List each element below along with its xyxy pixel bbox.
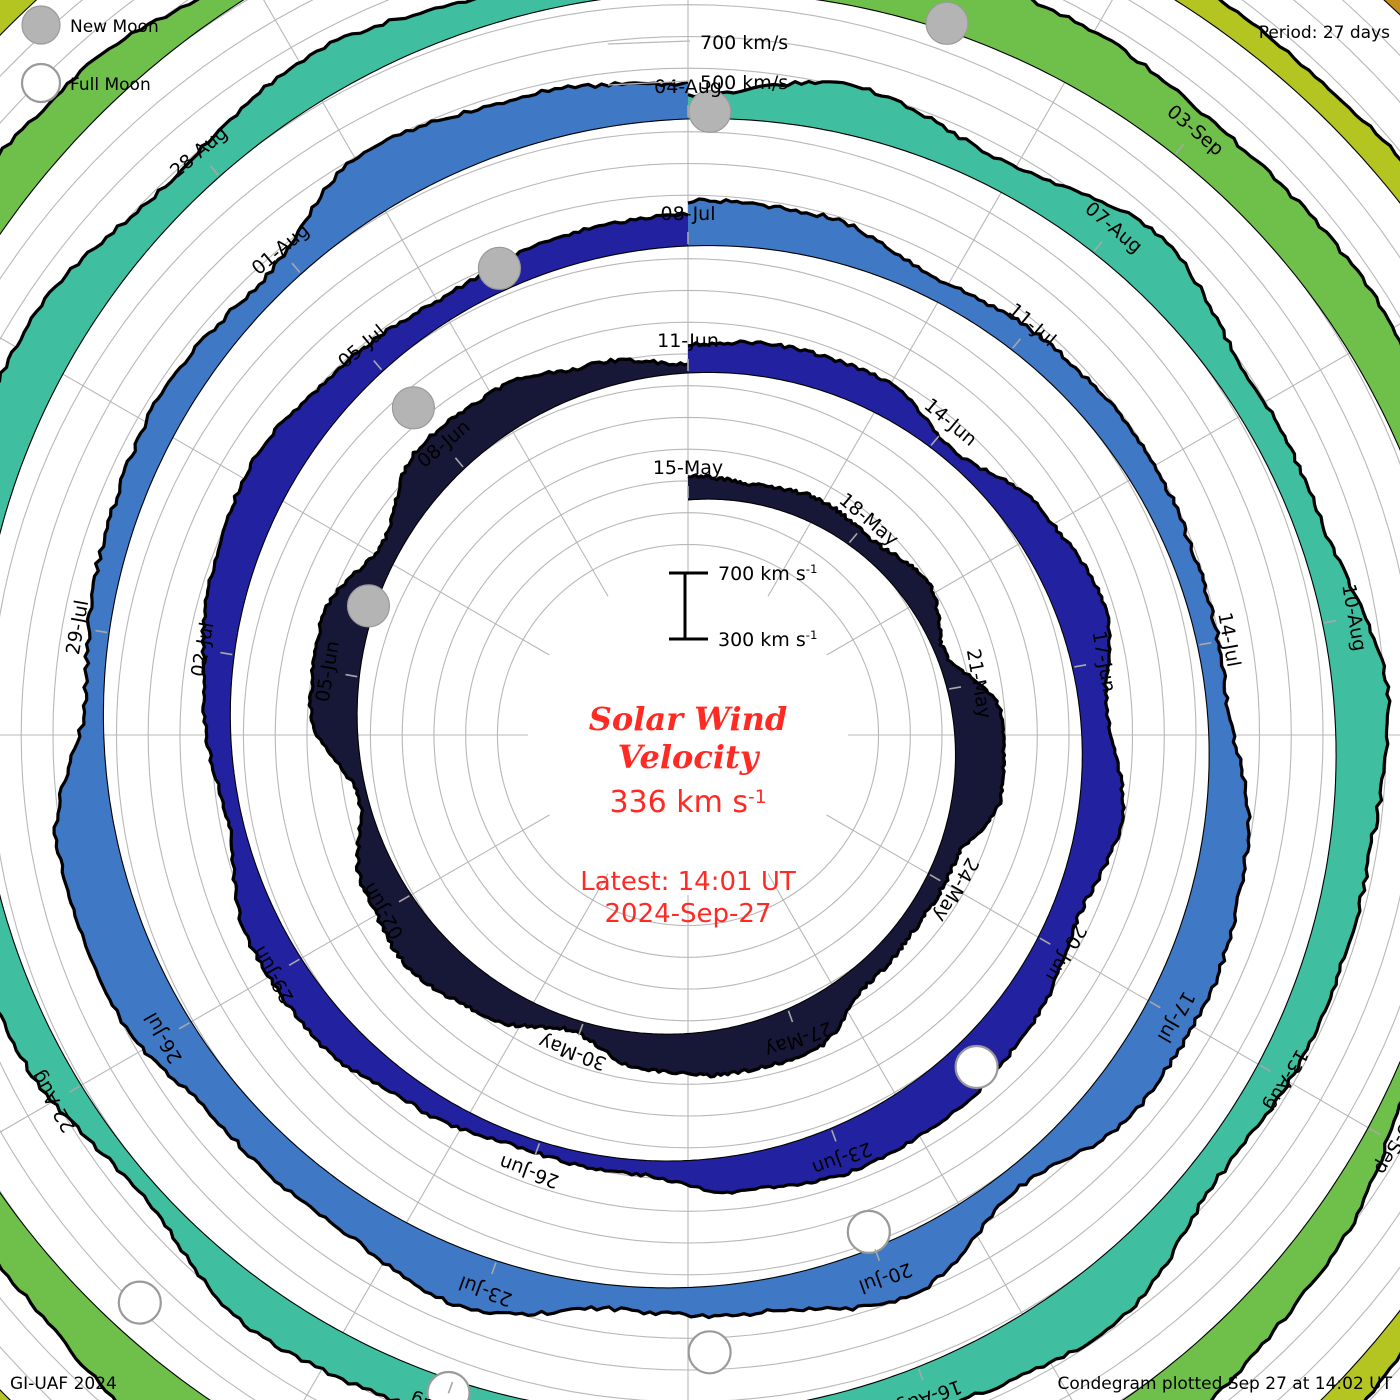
- date-tick: [1259, 1064, 1271, 1072]
- center-title-line1: Solar Wind: [589, 700, 788, 738]
- spiral-band-outline: [307, 357, 1007, 1079]
- date-tick: [1093, 241, 1103, 252]
- grid-spoke: [767, 873, 1073, 1400]
- spiral-band-outline: [200, 211, 1126, 1195]
- center-latest-time: Latest: 14:01 UT: [580, 867, 796, 897]
- date-tick: [1324, 619, 1337, 624]
- spiral-band-baseline: [0, 0, 1337, 1400]
- scale-bar-label-bottom: 300 km s-1: [718, 628, 818, 651]
- date-tick: [454, 457, 464, 468]
- spiral-band-outline: [52, 80, 1252, 1320]
- date-tick: [1149, 1001, 1161, 1009]
- date-tick: [1199, 642, 1212, 646]
- date-tick: [1369, 1128, 1381, 1136]
- moon-phase-markers: [117, 1, 999, 1400]
- spiral-band-baseline: [356, 372, 957, 1035]
- date-tick: [491, 1262, 497, 1275]
- date-tick: [178, 1022, 190, 1030]
- grid-spoke: [0, 814, 550, 1133]
- grid-spoke: [826, 814, 1400, 1147]
- spiral-band-baseline: [229, 245, 1083, 1162]
- spiral-date-label: 08-Jul: [660, 203, 715, 225]
- date-tick: [447, 1381, 454, 1394]
- full-moon-marker: [954, 1044, 999, 1090]
- full-moon-marker: [687, 1330, 732, 1375]
- date-tick: [288, 958, 300, 966]
- scale-bar-label-top: 700 km s-1: [718, 562, 818, 585]
- date-tick: [209, 165, 219, 176]
- date-tick: [373, 359, 383, 371]
- full-moon-marker: [846, 1209, 891, 1255]
- full-moon-marker: [117, 1280, 162, 1325]
- radial-axis-callouts: 700 km/s 500 km/s: [607, 32, 788, 94]
- date-tick: [95, 629, 108, 634]
- date-tick: [930, 435, 940, 446]
- date-tick: [345, 673, 358, 678]
- lead-line-700: [607, 40, 691, 45]
- date-tick: [291, 262, 301, 273]
- date-tick: [929, 874, 941, 882]
- legend: New Moon Full Moon: [20, 5, 159, 104]
- date-tick: [220, 651, 233, 656]
- grid-spoke: [303, 873, 609, 1400]
- new-moon-marker: [346, 584, 391, 628]
- footer-credit: GI-UAF 2024: [10, 1374, 117, 1394]
- date-tick: [1074, 664, 1087, 668]
- date-tick: [1039, 937, 1051, 945]
- date-tick: [398, 895, 410, 903]
- center-title-line2: Velocity: [618, 738, 761, 776]
- new-moon-icon: [21, 5, 61, 45]
- date-tick: [534, 1143, 541, 1155]
- grid-spoke: [0, 337, 550, 656]
- center-latest-date: 2024-Sep-27: [604, 899, 771, 929]
- lead-line-500: [607, 80, 691, 86]
- date-tick: [848, 532, 858, 544]
- center-readout: Solar Wind Velocity 336 km s-1 Latest: 1…: [580, 700, 796, 929]
- date-tick: [787, 1010, 794, 1023]
- period-label: Period: 27 days: [1259, 23, 1390, 43]
- footer-timestamp: Condegram plotted Sep 27 at 14:02 UT: [1057, 1374, 1392, 1394]
- new-moon-marker: [925, 1, 969, 45]
- spiral-date-label: 15-May: [653, 457, 723, 479]
- velocity-scale-bar: 700 km s-1 300 km s-1: [669, 562, 818, 651]
- spiral-date-label: 11-Jun: [657, 330, 719, 352]
- full-moon-icon: [20, 62, 62, 104]
- date-tick: [874, 1249, 881, 1261]
- date-tick: [1012, 338, 1022, 349]
- new-moon-marker: [477, 246, 521, 290]
- legend-label-full-moon: Full Moon: [70, 75, 151, 95]
- date-tick: [831, 1129, 837, 1142]
- date-tick: [949, 686, 962, 690]
- center-current-value: 336 km s-1: [609, 785, 766, 820]
- date-tick: [577, 1023, 584, 1036]
- radial-label-700: 700 km/s: [700, 32, 788, 54]
- date-tick: [68, 1085, 80, 1093]
- full-moon-marker: [426, 1370, 471, 1400]
- new-moon-marker: [391, 386, 435, 430]
- date-tick: [917, 1368, 924, 1381]
- radial-label-500: 500 km/s: [700, 72, 788, 94]
- date-tick: [1175, 143, 1185, 155]
- legend-label-new-moon: New Moon: [70, 17, 159, 37]
- spiral-band-baseline: [102, 118, 1210, 1289]
